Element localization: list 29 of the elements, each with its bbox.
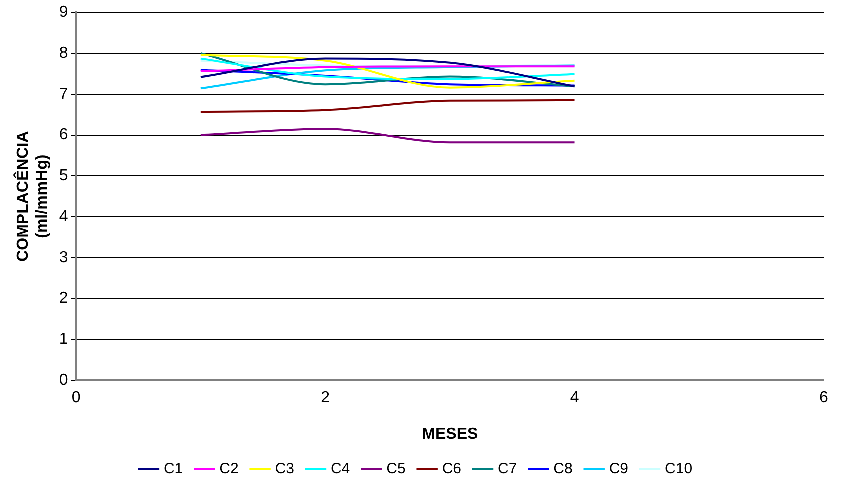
- y-tick-label: 0: [59, 372, 68, 390]
- y-axis-title: COMPLACÊNCIA (ml/mmHg): [13, 130, 52, 262]
- legend-label: C3: [275, 460, 294, 478]
- line-series: [200, 58, 576, 80]
- x-tick-label: 0: [72, 390, 81, 407]
- legend-label: C2: [220, 460, 239, 478]
- x-tick-label: 6: [820, 390, 829, 407]
- line-series: [200, 100, 576, 113]
- x-axis-title: MESES: [422, 426, 478, 443]
- x-tick-label: 2: [321, 390, 330, 407]
- legend-label: C8: [554, 460, 573, 478]
- legend-label: C9: [609, 460, 629, 478]
- y-tick-label: 2: [59, 290, 68, 308]
- legend-label: C7: [498, 460, 518, 478]
- y-tick-label: 9: [59, 4, 68, 22]
- legend-label: C6: [442, 460, 462, 478]
- x-tick-label: 4: [570, 390, 580, 407]
- y-tick-label: 3: [59, 249, 68, 266]
- y-tick-label: 6: [59, 126, 68, 144]
- y-tick-label: 1: [59, 331, 68, 348]
- line-series: [200, 69, 576, 87]
- y-tick-label: 7: [59, 86, 68, 103]
- legend-label: C4: [330, 460, 350, 478]
- legend-label: C10: [665, 460, 693, 478]
- y-tick-label: 8: [59, 44, 68, 62]
- y-tick-label: 5: [59, 168, 68, 185]
- legend-label: C5: [386, 460, 406, 478]
- y-tick-label: 4: [59, 208, 68, 226]
- legend-label: C1: [164, 460, 184, 478]
